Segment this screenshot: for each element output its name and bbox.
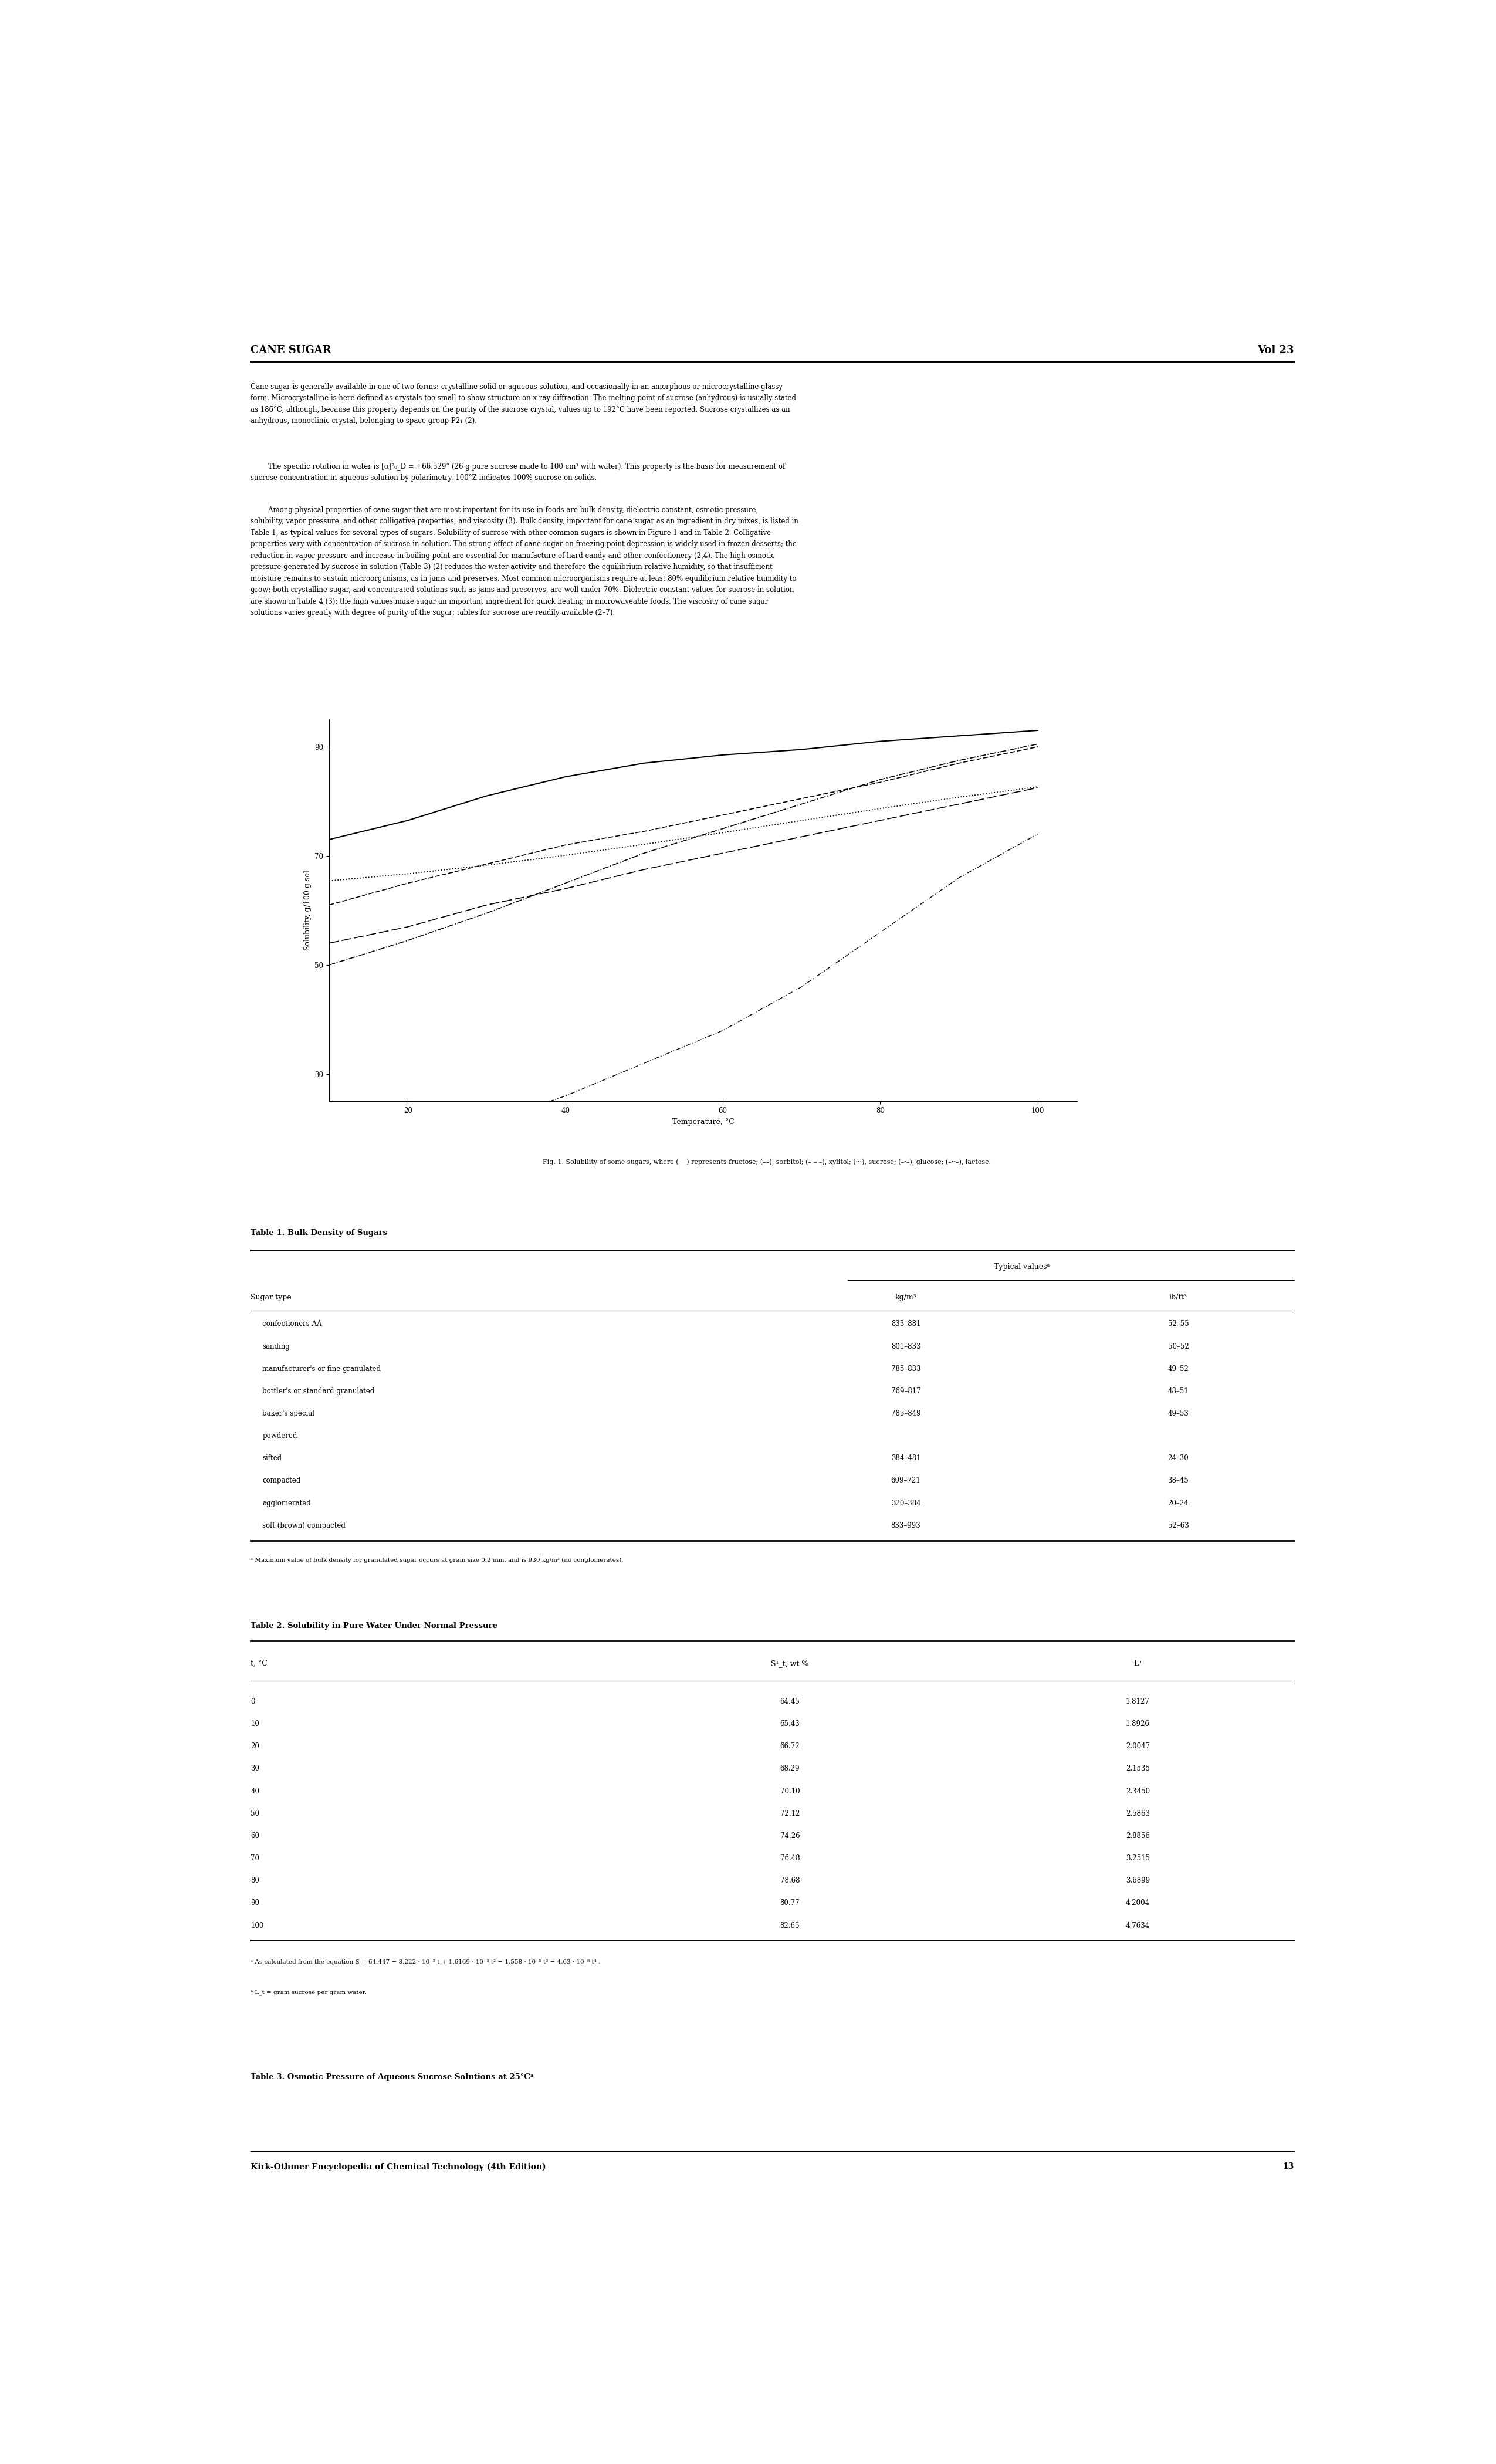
- Text: powdered: powdered: [262, 1432, 298, 1439]
- Text: 80.77: 80.77: [779, 1900, 800, 1907]
- Text: Kirk-Othmer Encyclopedia of Chemical Technology (4th Edition): Kirk-Othmer Encyclopedia of Chemical Tec…: [251, 2163, 546, 2171]
- Text: 68.29: 68.29: [779, 1764, 800, 1772]
- Text: 60: 60: [251, 1833, 260, 1841]
- Text: 2.0047: 2.0047: [1125, 1742, 1150, 1749]
- Text: 785–833: 785–833: [892, 1365, 920, 1372]
- Text: 609–721: 609–721: [892, 1476, 920, 1483]
- Text: 801–833: 801–833: [892, 1343, 920, 1350]
- Text: 1.8926: 1.8926: [1125, 1720, 1150, 1727]
- Text: S¹_t, wt %: S¹_t, wt %: [770, 1661, 809, 1668]
- Text: 70: 70: [251, 1855, 260, 1863]
- Text: 4.7634: 4.7634: [1125, 1922, 1150, 1929]
- Text: 20: 20: [251, 1742, 259, 1749]
- Text: ᵇ L_t = gram sucrose per gram water.: ᵇ L_t = gram sucrose per gram water.: [251, 1988, 367, 1996]
- Text: sanding: sanding: [262, 1343, 290, 1350]
- Text: Table 2. Solubility in Pure Water Under Normal Pressure: Table 2. Solubility in Pure Water Under …: [251, 1621, 498, 1629]
- Text: 76.48: 76.48: [779, 1855, 800, 1863]
- Text: 3.2515: 3.2515: [1125, 1855, 1150, 1863]
- Text: 52–55: 52–55: [1168, 1321, 1189, 1328]
- Text: 1.8127: 1.8127: [1126, 1698, 1149, 1705]
- Text: 52–63: 52–63: [1168, 1523, 1189, 1530]
- Text: confectioners AA: confectioners AA: [262, 1321, 322, 1328]
- Text: 74.26: 74.26: [779, 1833, 800, 1841]
- Text: Sugar type: Sugar type: [251, 1294, 292, 1301]
- Text: t, °C: t, °C: [251, 1661, 268, 1668]
- Text: 40: 40: [251, 1786, 260, 1794]
- Text: 50: 50: [251, 1809, 260, 1818]
- Y-axis label: Solubility, g/100 g sol: Solubility, g/100 g sol: [304, 870, 311, 951]
- Text: The specific rotation in water is [α]²₀_D = +66.529° (26 g pure sucrose made to : The specific rotation in water is [α]²₀_…: [251, 463, 785, 480]
- Text: kg/m³: kg/m³: [895, 1294, 917, 1301]
- Text: ᵃ As calculated from the equation S = 64.447 − 8.222 · 10⁻² t + 1.6169 · 10⁻³ t²: ᵃ As calculated from the equation S = 64…: [251, 1959, 600, 1964]
- Text: 833–881: 833–881: [892, 1321, 920, 1328]
- Text: 2.5863: 2.5863: [1125, 1809, 1150, 1818]
- Text: 49–52: 49–52: [1168, 1365, 1189, 1372]
- Text: 833–993: 833–993: [892, 1523, 920, 1530]
- Text: Typical valuesᵃ: Typical valuesᵃ: [993, 1264, 1050, 1271]
- Text: compacted: compacted: [262, 1476, 301, 1483]
- Text: 70.10: 70.10: [779, 1786, 800, 1794]
- Text: 66.72: 66.72: [779, 1742, 800, 1749]
- Text: ᵃ Maximum value of bulk density for granulated sugar occurs at grain size 0.2 mm: ᵃ Maximum value of bulk density for gran…: [251, 1557, 624, 1562]
- Text: baker's special: baker's special: [262, 1409, 314, 1417]
- Text: 20–24: 20–24: [1168, 1498, 1189, 1508]
- Text: Table 1. Bulk Density of Sugars: Table 1. Bulk Density of Sugars: [251, 1230, 387, 1237]
- Text: 82.65: 82.65: [779, 1922, 800, 1929]
- Text: lb/ft³: lb/ft³: [1170, 1294, 1188, 1301]
- Text: 80: 80: [251, 1878, 259, 1885]
- Text: soft (brown) compacted: soft (brown) compacted: [262, 1523, 346, 1530]
- Text: Fig. 1. Solubility of some sugars, where (──) represents fructose; (––), sorbito: Fig. 1. Solubility of some sugars, where…: [543, 1158, 990, 1165]
- Text: 10: 10: [251, 1720, 259, 1727]
- Text: 769–817: 769–817: [892, 1387, 920, 1395]
- Text: 3.6899: 3.6899: [1125, 1878, 1150, 1885]
- Text: sifted: sifted: [262, 1454, 281, 1461]
- Text: 49–53: 49–53: [1168, 1409, 1189, 1417]
- Text: 2.8856: 2.8856: [1125, 1833, 1150, 1841]
- Text: CANE SUGAR: CANE SUGAR: [251, 345, 332, 355]
- Text: Table 3. Osmotic Pressure of Aqueous Sucrose Solutions at 25°Cᵃ: Table 3. Osmotic Pressure of Aqueous Suc…: [251, 2072, 534, 2080]
- Text: 0: 0: [251, 1698, 256, 1705]
- Text: 2.1535: 2.1535: [1125, 1764, 1150, 1772]
- Text: 64.45: 64.45: [779, 1698, 800, 1705]
- Text: Among physical properties of cane sugar that are most important for its use in f: Among physical properties of cane sugar …: [251, 505, 799, 616]
- Text: 78.68: 78.68: [779, 1878, 800, 1885]
- Text: Cane sugar is generally available in one of two forms: crystalline solid or aque: Cane sugar is generally available in one…: [251, 382, 796, 424]
- Text: 30: 30: [251, 1764, 260, 1772]
- Text: 72.12: 72.12: [779, 1809, 800, 1818]
- X-axis label: Temperature, °C: Temperature, °C: [672, 1119, 735, 1126]
- Text: 24–30: 24–30: [1168, 1454, 1189, 1461]
- Text: 90: 90: [251, 1900, 260, 1907]
- Text: Lᵇ: Lᵇ: [1134, 1661, 1141, 1668]
- Text: 13: 13: [1284, 2163, 1294, 2171]
- Text: Vol 23: Vol 23: [1258, 345, 1294, 355]
- Text: 100: 100: [251, 1922, 263, 1929]
- Text: 2.3450: 2.3450: [1125, 1786, 1150, 1794]
- Text: 4.2004: 4.2004: [1125, 1900, 1150, 1907]
- Text: 785–849: 785–849: [892, 1409, 920, 1417]
- Text: 50–52: 50–52: [1168, 1343, 1189, 1350]
- Text: agglomerated: agglomerated: [262, 1498, 311, 1508]
- Text: 320–384: 320–384: [892, 1498, 920, 1508]
- Text: 65.43: 65.43: [779, 1720, 800, 1727]
- Text: bottler's or standard granulated: bottler's or standard granulated: [262, 1387, 374, 1395]
- Text: 38–45: 38–45: [1168, 1476, 1189, 1483]
- Text: 384–481: 384–481: [892, 1454, 920, 1461]
- Text: 48–51: 48–51: [1168, 1387, 1189, 1395]
- Text: manufacturer's or fine granulated: manufacturer's or fine granulated: [262, 1365, 381, 1372]
